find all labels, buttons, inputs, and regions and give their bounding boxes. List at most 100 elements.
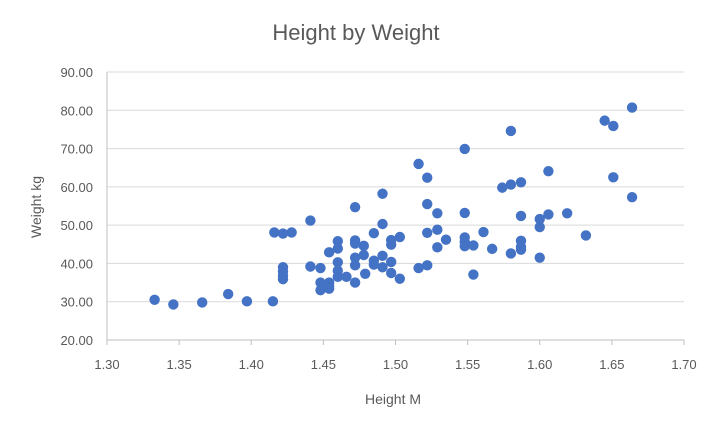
data-point — [305, 215, 316, 226]
data-point — [459, 207, 470, 219]
x-tick-label: 1.50 — [383, 357, 408, 372]
data-point — [358, 240, 369, 252]
data-point — [422, 260, 433, 271]
data-point — [534, 252, 545, 263]
data-point — [305, 261, 316, 272]
y-tick-label: 90.00 — [60, 65, 93, 80]
data-point — [468, 240, 479, 251]
data-point — [478, 226, 489, 238]
data-point — [580, 230, 592, 241]
data-point — [323, 247, 335, 258]
data-point — [561, 208, 573, 219]
data-point — [608, 120, 619, 132]
data-point — [385, 267, 397, 279]
y-tick-label: 80.00 — [60, 103, 93, 118]
data-point — [349, 238, 361, 249]
data-point — [332, 236, 343, 247]
data-point — [197, 297, 208, 308]
data-point — [360, 268, 371, 279]
y-tick-label: 40.00 — [60, 256, 93, 271]
data-point — [349, 260, 361, 271]
x-tick-label: 1.65 — [599, 357, 624, 372]
data-point — [341, 271, 352, 283]
data-point — [368, 259, 380, 270]
data-point — [608, 172, 619, 183]
data-point — [505, 248, 517, 259]
data-point — [377, 250, 388, 261]
data-point — [377, 188, 388, 199]
data-point — [497, 182, 508, 193]
data-point — [349, 201, 361, 213]
data-point — [626, 102, 638, 113]
data-point — [543, 165, 554, 177]
data-point — [277, 228, 289, 239]
data-point — [534, 221, 545, 233]
data-point — [277, 273, 289, 285]
data-point — [377, 262, 388, 273]
x-tick-label: 1.55 — [455, 357, 480, 372]
x-tick-label: 1.45 — [311, 357, 336, 372]
data-point — [349, 252, 361, 263]
data-point — [413, 158, 424, 170]
data-point — [422, 198, 433, 210]
data-point — [315, 285, 326, 296]
data-point — [241, 296, 253, 307]
data-point — [515, 177, 527, 188]
x-tick-label: 1.40 — [239, 357, 264, 372]
data-point — [332, 257, 343, 268]
data-point — [168, 299, 179, 310]
data-point — [222, 288, 234, 300]
data-point — [269, 227, 280, 238]
data-point — [432, 242, 443, 253]
data-point — [486, 243, 498, 255]
gridlines — [107, 71, 684, 303]
data-point — [323, 283, 335, 294]
data-point — [422, 227, 433, 238]
data-point — [599, 115, 610, 126]
data-point — [315, 277, 326, 288]
data-point — [358, 249, 369, 261]
data-point — [515, 210, 527, 222]
data-point — [459, 143, 470, 155]
data-point — [332, 243, 343, 254]
y-tick-label: 50.00 — [60, 218, 93, 233]
data-point — [543, 209, 554, 220]
data-point — [149, 294, 160, 305]
data-point — [349, 277, 361, 288]
data-point — [515, 244, 527, 255]
data-point — [286, 227, 297, 238]
data-point — [394, 231, 406, 243]
y-tick-label: 70.00 — [60, 142, 93, 157]
data-points — [149, 102, 638, 310]
data-point — [468, 269, 479, 280]
data-point — [626, 191, 638, 203]
x-tick-label: 1.60 — [527, 357, 552, 372]
y-axis-ticks: 20.00 30.00 40.00 50.00 60.00 70.00 80.00 90.00 — [60, 65, 93, 348]
data-point — [315, 262, 326, 274]
data-point — [267, 296, 279, 307]
data-point — [385, 239, 397, 250]
x-axis-ticks: 1.30 1.35 1.40 1.45 1.50 1.55 1.60 1.65 1.70 — [94, 357, 696, 372]
x-axis-label: Height M — [365, 391, 421, 407]
chart-title: Height by Weight — [272, 20, 439, 45]
x-tick-label: 1.35 — [166, 357, 191, 372]
data-point — [534, 213, 545, 225]
data-point — [505, 179, 517, 190]
data-point — [368, 227, 380, 239]
data-point — [422, 172, 433, 183]
y-tick-label: 60.00 — [60, 180, 93, 195]
data-point — [394, 273, 406, 284]
data-point — [377, 218, 388, 230]
data-point — [413, 262, 424, 274]
axes — [106, 72, 685, 345]
x-tick-label: 1.30 — [94, 357, 119, 372]
data-point — [332, 271, 343, 283]
y-axis-label: Weight kg — [28, 176, 44, 238]
data-point — [505, 125, 517, 137]
y-tick-label: 20.00 — [60, 333, 93, 348]
data-point — [440, 234, 452, 245]
x-tick-label: 1.70 — [671, 357, 696, 372]
data-point — [432, 208, 443, 219]
